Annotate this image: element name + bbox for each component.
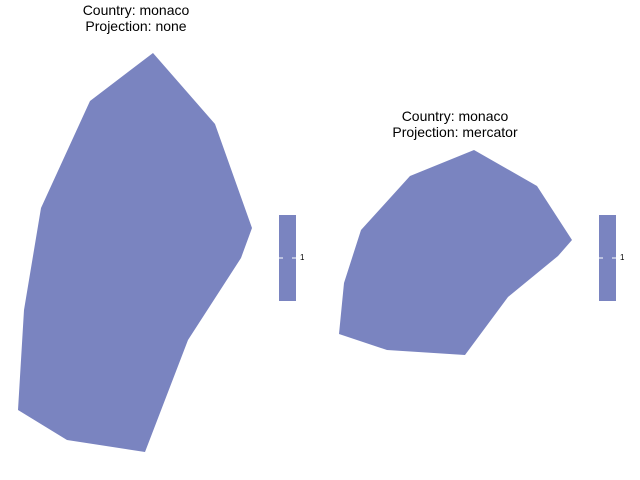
legend-label-mercator: 1: [620, 253, 625, 262]
panel-title-none: Country: monaco Projection: none: [56, 2, 216, 34]
title-projection: Projection: mercator: [392, 124, 518, 140]
legend-colorbar-mercator: [599, 215, 616, 301]
title-projection: Projection: none: [85, 18, 187, 34]
monaco-shape-none: [18, 53, 252, 452]
title-country: Country: monaco: [82, 2, 190, 18]
legend-label-none: 1: [300, 253, 305, 262]
title-country: Country: monaco: [401, 108, 509, 124]
legend-colorbar-none: [279, 215, 296, 301]
monaco-shape-mercator: [339, 150, 572, 355]
panel-title-mercator: Country: monaco Projection: mercator: [375, 108, 535, 140]
